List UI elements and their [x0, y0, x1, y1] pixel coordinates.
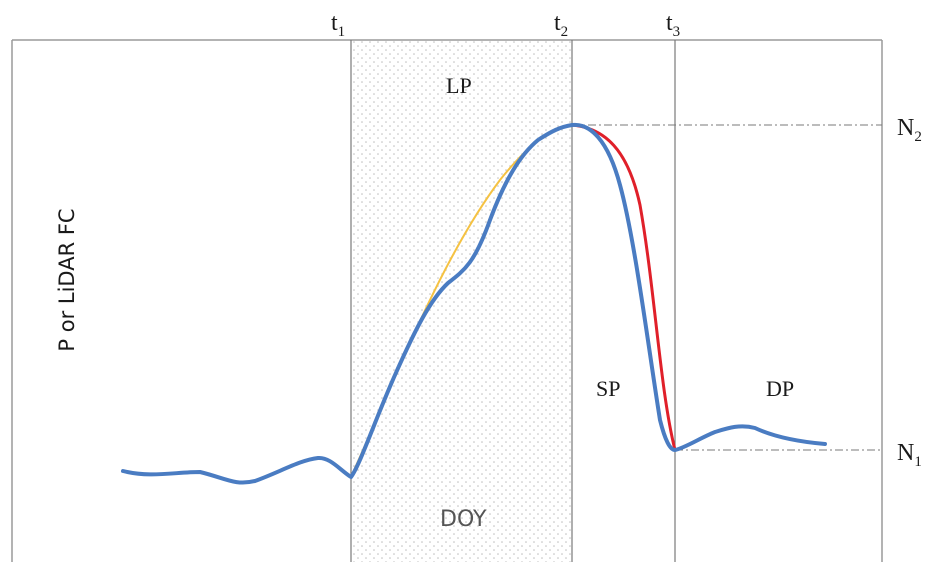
n1-label: N1 — [897, 440, 922, 470]
t2-label: t2 — [554, 10, 568, 40]
observed-curve — [121, 122, 827, 485]
sp-phase-label: SP — [596, 376, 620, 401]
x-axis-label: DOY — [440, 507, 487, 532]
n2-label: N2 — [897, 115, 922, 145]
y-axis-label: P or LiDAR FC — [55, 208, 79, 351]
t3-label: t3 — [666, 10, 680, 40]
t1-label: t1 — [331, 10, 345, 40]
fall-fit-curve — [571, 123, 677, 451]
dp-phase-label: DP — [766, 376, 794, 401]
lp-shaded-region — [351, 40, 572, 562]
lp-phase-label: LP — [446, 73, 472, 98]
